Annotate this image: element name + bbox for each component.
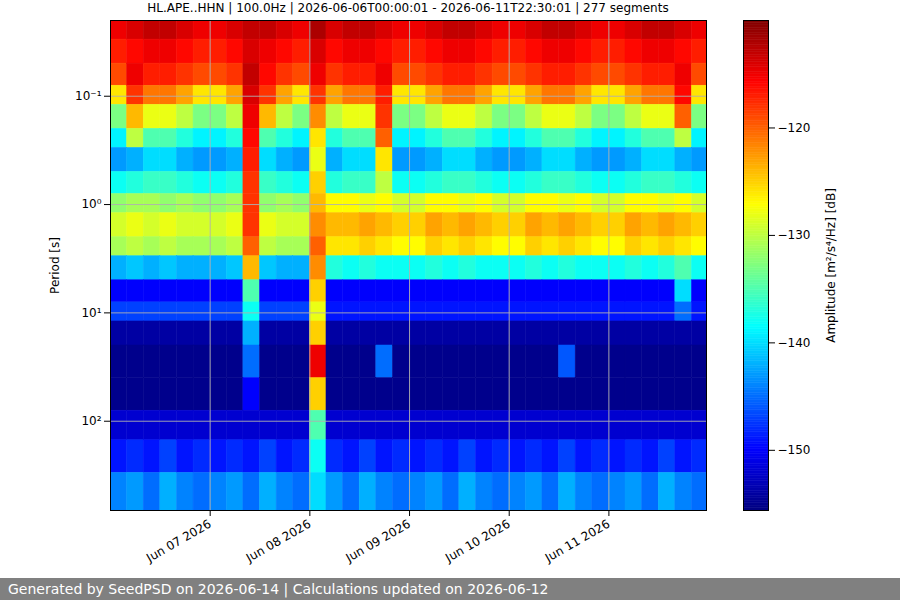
svg-text:−130: −130: [778, 228, 811, 242]
svg-text:Jun 10 2026: Jun 10 2026: [442, 517, 512, 566]
svg-text:Jun 07 2026: Jun 07 2026: [143, 517, 213, 566]
svg-text:Jun 08 2026: Jun 08 2026: [243, 517, 313, 566]
svg-text:Amplitude [m²/s⁴/Hz] [dB]: Amplitude [m²/s⁴/Hz] [dB]: [824, 188, 838, 343]
html-text:Generated by SeedPSD on 2026-0: Generated by SeedPSD on 2026-06-14 | Cal…: [8, 581, 549, 597]
svg-text:−120: −120: [778, 121, 811, 135]
svg-text:Period [s]: Period [s]: [48, 237, 62, 294]
svg-text:10⁻¹: 10⁻¹: [75, 89, 102, 103]
svg-text:10¹: 10¹: [81, 306, 101, 320]
svg-text:−150: −150: [778, 443, 811, 457]
svg-text:10⁰: 10⁰: [81, 197, 101, 211]
svg-text:−140: −140: [778, 336, 811, 350]
html-text:HL.APE..HHN | 100.0Hz | 2026-0: HL.APE..HHN | 100.0Hz | 2026-06-06T00:00…: [147, 1, 669, 15]
svg-text:Jun 11 2026: Jun 11 2026: [542, 517, 612, 566]
svg-text:10²: 10²: [81, 414, 101, 428]
svg-text:Jun 09 2026: Jun 09 2026: [343, 517, 413, 566]
